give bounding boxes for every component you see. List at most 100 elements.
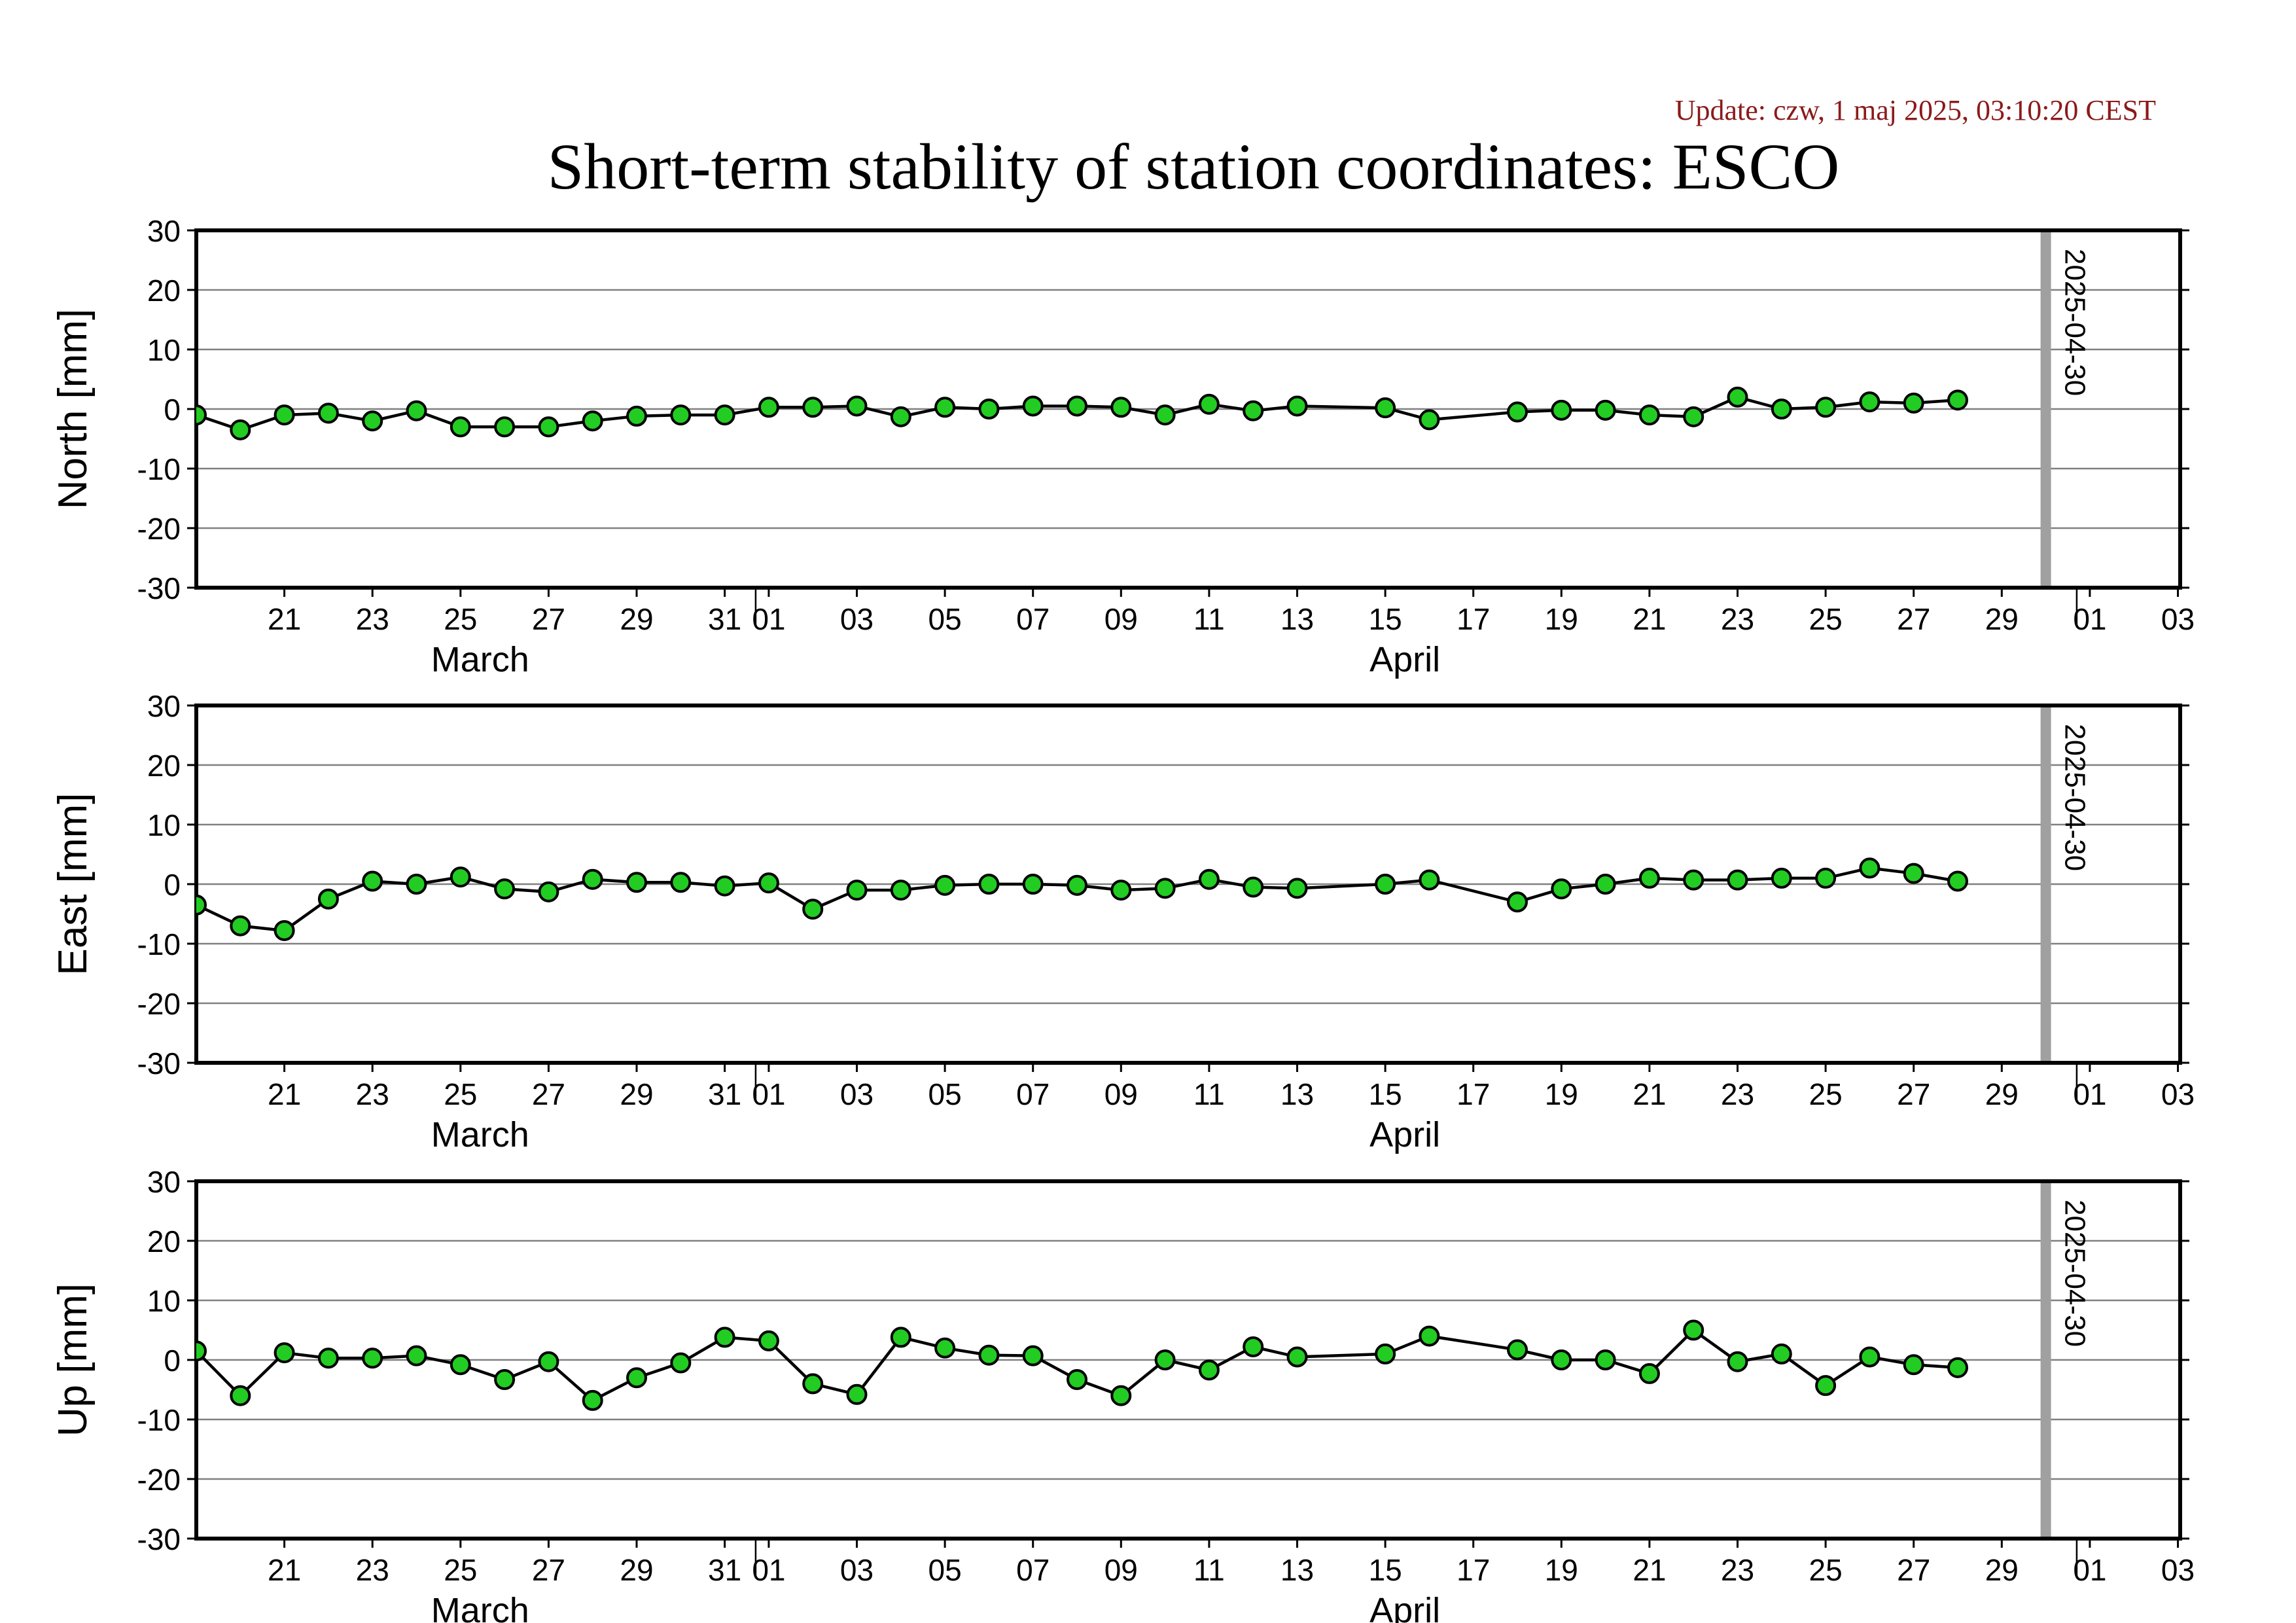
y-tick-label: -20: [137, 987, 181, 1021]
data-point: [494, 1369, 516, 1391]
data-point: [1727, 1351, 1748, 1372]
data-point: [1551, 878, 1572, 900]
y-tick-label: 30: [147, 689, 181, 723]
y-tick-label: 0: [164, 868, 181, 902]
data-point: [1638, 867, 1660, 889]
data-point: [1154, 404, 1176, 426]
month-label: March: [431, 1591, 529, 1623]
y-tick-label: 0: [164, 393, 181, 427]
data-point: [274, 404, 295, 426]
x-tick-label: 23: [1721, 1077, 1754, 1111]
x-tick-label: 15: [1369, 1077, 1402, 1111]
data-point: [1815, 1375, 1837, 1397]
data-point: [1859, 857, 1881, 879]
data-point: [230, 419, 251, 440]
data-point: [1771, 399, 1792, 419]
y-tick-label: 20: [147, 274, 181, 308]
x-tick-label: 03: [2161, 1077, 2195, 1111]
date-marker-label: 2025-04-30: [2059, 724, 2091, 871]
x-tick-label: 01: [752, 1553, 785, 1587]
data-point: [406, 1345, 427, 1366]
x-tick-label: 05: [928, 1077, 962, 1111]
data-point: [1286, 1346, 1308, 1368]
data-point: [1375, 1343, 1396, 1364]
data-point: [934, 397, 956, 418]
x-tick-label: 03: [2161, 602, 2195, 636]
x-tick-label: 23: [356, 602, 389, 636]
data-point: [1419, 869, 1440, 891]
x-tick-label: 03: [840, 1553, 874, 1587]
data-point: [1551, 399, 1572, 421]
x-tick-label: 01: [752, 602, 785, 636]
y-axis-label: East [mm]: [50, 793, 96, 975]
date-marker-label: 2025-04-30: [2059, 1200, 2091, 1347]
x-tick-label: 29: [620, 1077, 653, 1111]
data-point: [626, 405, 647, 427]
data-point: [978, 399, 1000, 419]
series-group: [196, 857, 1968, 941]
data-point: [1947, 389, 1968, 411]
x-tick-label: 01: [2073, 602, 2106, 636]
y-tick-label: -10: [137, 927, 181, 961]
data-point: [934, 1337, 956, 1359]
data-point: [274, 919, 295, 941]
y-tick-label: 10: [147, 333, 181, 367]
x-tick-label: 27: [1897, 602, 1930, 636]
x-tick-label: 09: [1104, 1077, 1138, 1111]
data-point: [406, 874, 427, 895]
data-point: [1022, 1345, 1044, 1366]
x-tick-label: 05: [928, 602, 962, 636]
data-point: [406, 400, 427, 421]
y-tick-label: -30: [137, 1522, 181, 1556]
data-point: [362, 410, 383, 432]
data-point: [582, 1389, 603, 1411]
x-tick-label: 29: [1985, 1553, 2019, 1587]
x-tick-label: 31: [708, 602, 741, 636]
x-tick-label: 29: [620, 602, 653, 636]
data-point: [1947, 870, 1968, 892]
x-tick-label: 03: [840, 602, 874, 636]
x-tick-label: 11: [1193, 602, 1225, 636]
x-tick-label: 23: [1721, 1553, 1754, 1587]
data-point: [494, 878, 516, 900]
data-point: [670, 872, 692, 893]
month-label: March: [431, 640, 529, 679]
x-tick-label: 13: [1280, 602, 1314, 636]
y-tick-label: -30: [137, 571, 181, 605]
x-tick-label: 23: [356, 1077, 389, 1111]
data-point: [450, 416, 471, 438]
y-axis-label: North [mm]: [50, 309, 96, 510]
data-point: [1198, 868, 1220, 890]
data-point: [1683, 406, 1704, 427]
x-tick-label: 31: [708, 1077, 741, 1111]
data-point: [1638, 404, 1660, 426]
data-point: [670, 404, 692, 426]
data-point: [1375, 397, 1396, 419]
data-point: [758, 1330, 779, 1351]
x-tick-label: 03: [840, 1077, 874, 1111]
data-point: [1638, 1363, 1660, 1384]
data-point: [1727, 869, 1748, 891]
data-point: [1727, 386, 1748, 408]
x-tick-label: 27: [532, 1553, 565, 1587]
data-point: [450, 1354, 471, 1376]
data-point: [538, 881, 559, 902]
data-point: [538, 416, 559, 438]
data-point: [1375, 874, 1396, 895]
x-tick-label: 19: [1545, 1553, 1578, 1587]
data-point: [230, 915, 251, 936]
data-point: [1595, 1349, 1616, 1370]
data-point: [1903, 392, 1924, 414]
data-point: [1419, 409, 1440, 431]
data-point: [1067, 1369, 1087, 1391]
data-point: [1947, 1357, 1968, 1378]
x-tick-label: 27: [532, 1077, 565, 1111]
data-point: [714, 1327, 735, 1348]
data-point: [196, 404, 207, 426]
data-point: [1771, 1343, 1792, 1364]
data-point: [1903, 863, 1924, 884]
data-point: [1286, 878, 1308, 899]
